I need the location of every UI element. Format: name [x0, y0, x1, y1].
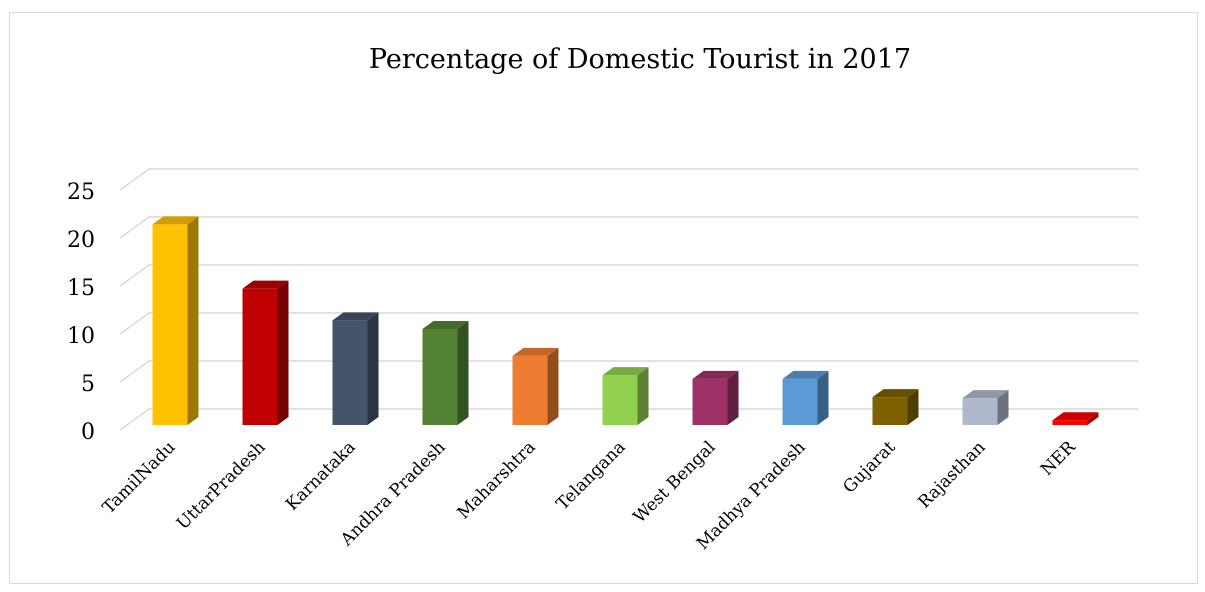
bar: [422, 321, 469, 425]
bar-side: [637, 367, 649, 425]
bar-top: [242, 280, 289, 289]
y-tick-label: 15: [67, 276, 95, 301]
x-tick-label: Gujarat: [839, 437, 899, 497]
y-tick-label: 20: [67, 228, 95, 253]
bar: [962, 390, 1009, 425]
bar-front: [1052, 420, 1088, 425]
x-tick-label: NER: [1037, 437, 1080, 480]
bar-top: [512, 347, 559, 356]
bar-top: [872, 389, 919, 398]
x-tick-label: Maharshtra: [454, 437, 540, 523]
bar: [152, 216, 199, 425]
bar: [782, 370, 829, 425]
gridline-diagonal: [119, 264, 150, 287]
bar-front: [152, 224, 188, 425]
bar: [332, 312, 379, 425]
bar-side: [547, 347, 559, 425]
y-tick-label: 0: [81, 420, 95, 445]
bar-front: [962, 398, 998, 425]
chart-title: Percentage of Domestic Tourist in 2017: [369, 44, 911, 75]
bars: [152, 216, 1099, 425]
bar-side: [727, 370, 739, 425]
x-tick-label: West Bengal: [630, 437, 720, 527]
bar-front: [422, 329, 458, 425]
gridline-diagonal: [119, 216, 150, 239]
bar-front: [782, 378, 818, 425]
bar: [1052, 412, 1099, 425]
bar: [872, 389, 919, 425]
y-tick-label: 5: [81, 372, 95, 397]
y-tick-label: 10: [67, 324, 95, 349]
bar-top: [692, 370, 739, 379]
bar-top: [152, 216, 199, 225]
x-tick-label: Rajasthan: [914, 437, 989, 512]
bar-front: [602, 375, 638, 425]
gridline-diagonal: [119, 168, 150, 191]
bar-top: [1052, 412, 1099, 421]
chart-frame: [9, 12, 1198, 584]
gridline-diagonal: [119, 408, 150, 431]
bar-front: [872, 397, 908, 425]
bar: [602, 367, 649, 425]
bar-top: [422, 321, 469, 329]
gridline-diagonal: [119, 360, 150, 383]
x-tick-label: UttarPradesh: [173, 437, 270, 534]
bar-side: [907, 389, 919, 425]
gridline-diagonal: [119, 312, 150, 335]
bar-side: [187, 216, 199, 425]
bar-side: [997, 390, 1009, 425]
bar: [512, 347, 559, 425]
bar: [242, 280, 289, 425]
bar-side: [277, 280, 289, 425]
bar-top: [332, 312, 379, 321]
bar-side: [817, 370, 829, 425]
y-axis-ticks: 0 5 10 15 20 25: [67, 180, 95, 445]
x-tick-label: TamilNadu: [99, 437, 180, 518]
bar-front: [512, 355, 548, 425]
bar-top: [962, 390, 1009, 399]
y-tick-label: 25: [67, 180, 95, 205]
bar-front: [332, 320, 368, 425]
bar-side: [457, 321, 469, 425]
x-tick-label: Karnataka: [282, 437, 359, 514]
bar-front: [692, 378, 728, 425]
bar: [692, 370, 739, 425]
bar-side: [1087, 412, 1099, 425]
bar-top: [782, 370, 829, 379]
bar-top: [602, 367, 649, 376]
bar-side: [367, 312, 379, 425]
bar-front: [242, 288, 278, 425]
x-tick-label: Telangana: [553, 437, 630, 514]
